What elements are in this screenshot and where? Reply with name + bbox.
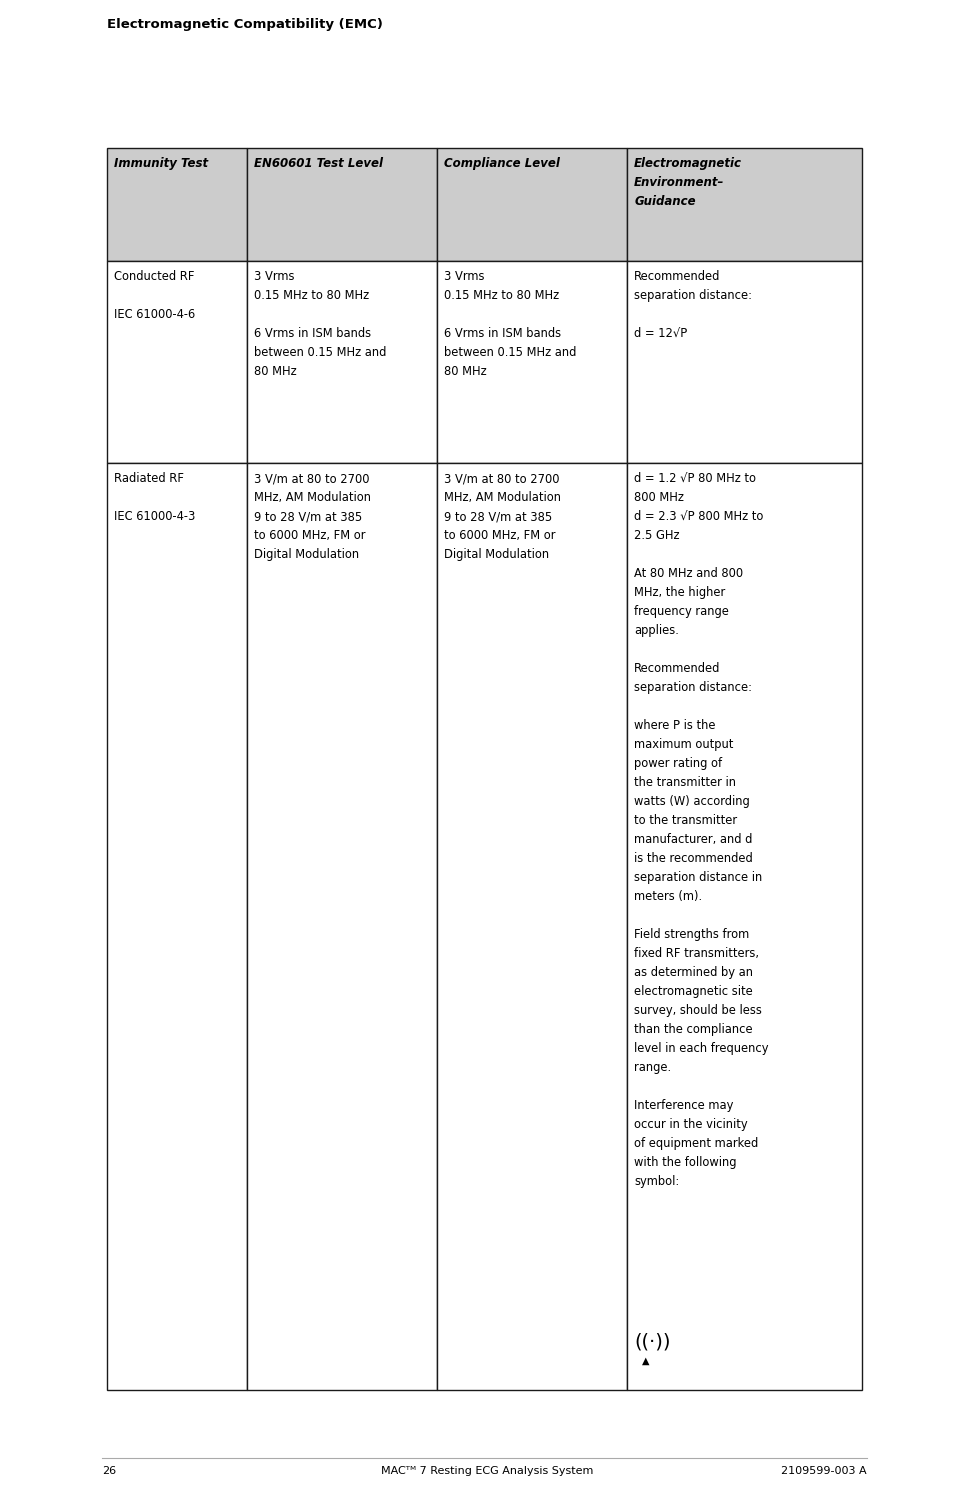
Text: d = 1.2 √P 80 MHz to
800 MHz
d = 2.3 √P 800 MHz to
2.5 GHz

At 80 MHz and 800
MH: d = 1.2 √P 80 MHz to 800 MHz d = 2.3 √P …	[634, 473, 768, 1188]
Text: MACᵀᴹ 7 Resting ECG Analysis System: MACᵀᴹ 7 Resting ECG Analysis System	[381, 1466, 593, 1475]
Bar	[627, 464, 862, 1391]
Text: Radiated RF

IEC 61000-4-3: Radiated RF IEC 61000-4-3	[114, 473, 196, 522]
Bar	[107, 464, 246, 1391]
Text: 3 Vrms
0.15 MHz to 80 MHz

6 Vrms in ISM bands
between 0.15 MHz and
80 MHz: 3 Vrms 0.15 MHz to 80 MHz 6 Vrms in ISM …	[253, 270, 386, 378]
Text: 3 Vrms
0.15 MHz to 80 MHz

6 Vrms in ISM bands
between 0.15 MHz and
80 MHz: 3 Vrms 0.15 MHz to 80 MHz 6 Vrms in ISM …	[444, 270, 577, 378]
Text: Immunity Test: Immunity Test	[114, 157, 208, 171]
Bar	[627, 261, 862, 464]
Bar	[107, 261, 246, 464]
Text: 2109599-003 A: 2109599-003 A	[781, 1466, 867, 1475]
Text: 3 V/m at 80 to 2700
MHz, AM Modulation
9 to 28 V/m at 385
to 6000 MHz, FM or
Dig: 3 V/m at 80 to 2700 MHz, AM Modulation 9…	[253, 473, 371, 562]
Text: EN60601 Test Level: EN60601 Test Level	[253, 157, 383, 171]
Text: 3 V/m at 80 to 2700
MHz, AM Modulation
9 to 28 V/m at 385
to 6000 MHz, FM or
Dig: 3 V/m at 80 to 2700 MHz, AM Modulation 9…	[444, 473, 561, 562]
Bar	[246, 261, 437, 464]
Text: Conducted RF

IEC 61000-4-6: Conducted RF IEC 61000-4-6	[114, 270, 195, 322]
Bar	[107, 148, 246, 261]
Text: Electromagnetic
Environment–
Guidance: Electromagnetic Environment– Guidance	[634, 157, 742, 208]
Text: 26: 26	[102, 1466, 116, 1475]
Text: Electromagnetic Compatibility (EMC): Electromagnetic Compatibility (EMC)	[107, 18, 383, 32]
Bar	[246, 464, 437, 1391]
Bar	[437, 464, 627, 1391]
Text: Recommended
separation distance:

d = 12√P: Recommended separation distance: d = 12√…	[634, 270, 752, 340]
Bar	[246, 148, 437, 261]
Bar	[627, 148, 862, 261]
Bar	[437, 148, 627, 261]
Text: ▲: ▲	[642, 1356, 650, 1367]
Text: Compliance Level: Compliance Level	[444, 157, 560, 171]
Text: ((·)): ((·))	[634, 1332, 671, 1351]
Bar	[437, 261, 627, 464]
